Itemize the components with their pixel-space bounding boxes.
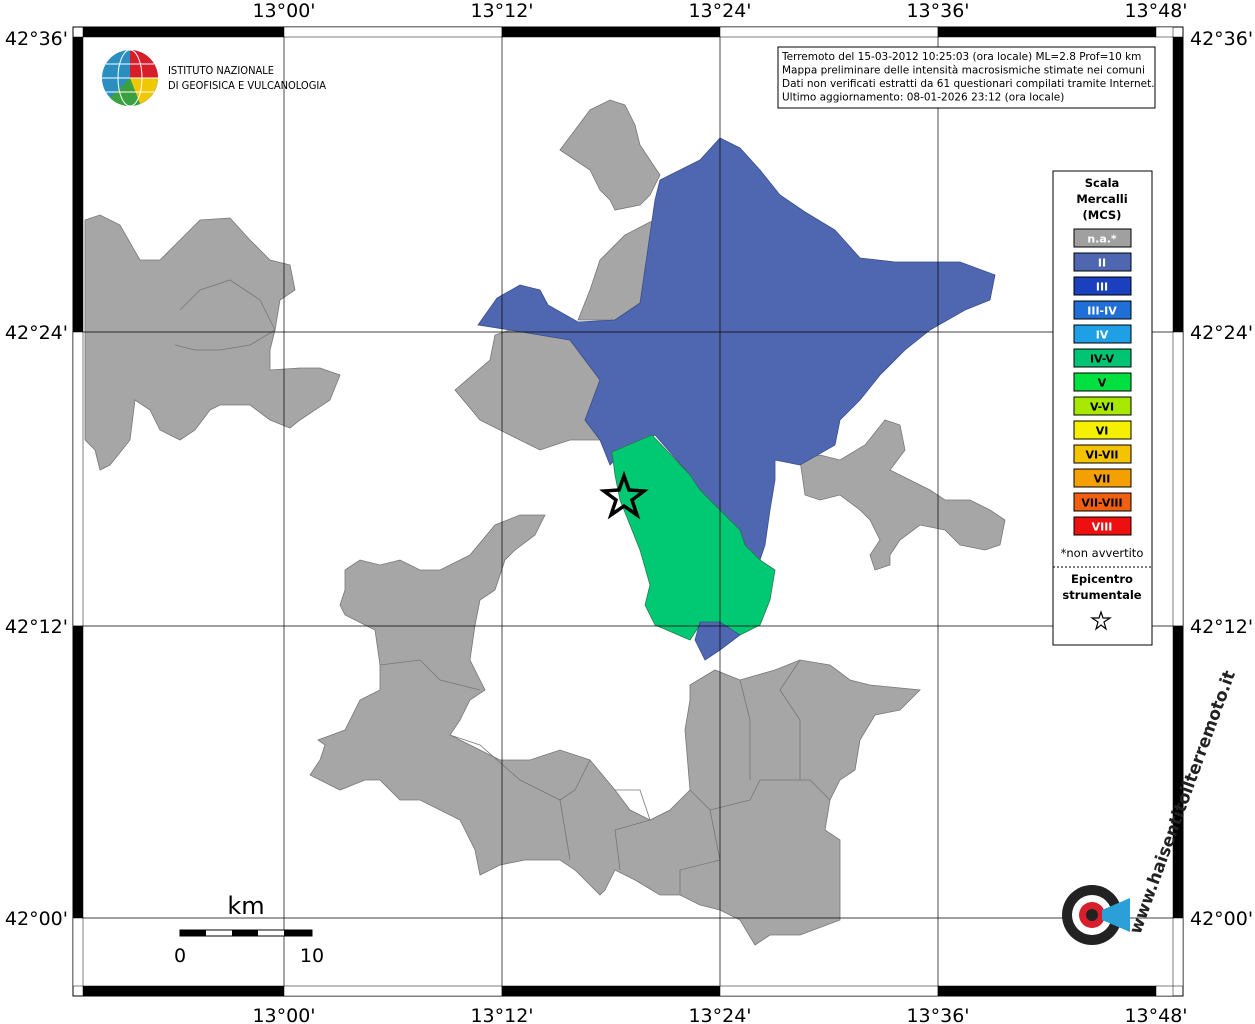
legend-label: V-VI [1090,401,1114,414]
legend-swatch [1073,348,1132,368]
grid [83,37,1173,986]
border-band [501,985,721,997]
legend-title: (MCS) [1083,208,1122,222]
logo-text: ISTITUTO NAZIONALE [168,64,274,77]
border-band [1172,917,1184,987]
legend-swatch [1073,276,1132,296]
longitude-label: 13°12' [470,1005,533,1024]
border-band [1172,331,1184,627]
legend-swatch [1073,468,1132,488]
legend-label: V [1098,377,1107,390]
legend-label: VIII [1092,521,1113,534]
border-band [72,36,84,333]
legend-swatch [1073,252,1132,272]
scale-label: 10 [300,945,324,967]
border-band [1155,985,1174,997]
ingv-logo: ISTITUTO NAZIONALE DI GEOFISICA E VULCAN… [102,49,326,107]
legend-swatch [1073,396,1132,416]
latitude-label: 42°24' [5,322,68,344]
legend-title: Scala [1085,176,1120,190]
latitude-label: 42°00' [1190,908,1253,930]
legend-swatch [1073,300,1132,320]
border-band [283,985,503,997]
legend-note: *non avvertito [1061,546,1144,560]
longitude-label: 13°48' [1124,1005,1187,1024]
border-band [1172,625,1184,919]
legend-swatch [1073,444,1132,464]
border-band [1172,36,1184,333]
info-line: Ultimo aggiornamento: 08-01-2026 23:12 (… [782,92,1064,104]
border-band [719,26,939,38]
border-band [501,26,721,38]
info-text: Terremoto del 15-03-2012 10:25:03 (ora l… [781,51,1155,104]
legend-label: VI-VII [1085,449,1118,462]
longitude-label: 13°24' [688,1005,751,1024]
latitude-label: 42°36' [1190,28,1253,50]
legend-swatch [1073,516,1132,536]
border-band [937,26,1157,38]
legend-label: III [1096,281,1108,294]
border-band [937,985,1157,997]
longitude-label: 13°00' [252,1005,315,1024]
info-line: Mappa preliminare delle intensità macros… [782,65,1145,77]
border-band [72,331,84,627]
legend-swatch [1073,228,1132,248]
legend-swatch [1073,372,1132,392]
municipalities-na [84,99,1006,946]
legend-swatch [1073,420,1132,440]
border-band [82,26,285,38]
latitude-label: 42°36' [5,28,68,50]
scale-unit: km [227,892,264,920]
longitude-label: 13°36' [906,1005,969,1024]
scale-bar: km 0 10 [174,892,324,967]
legend-epicenter: strumentale [1062,588,1141,602]
epicenter-star [599,470,649,520]
legend-title: Mercalli [1076,192,1127,206]
border-band [82,985,285,997]
longitude-label: 13°36' [906,0,969,22]
legend-epicenter: Epicentro [1071,572,1133,586]
legend-label: II [1098,257,1106,270]
longitude-label: 13°12' [470,0,533,22]
latitude-label: 42°12' [5,616,68,638]
legend-swatch [1073,492,1132,512]
intensity-ii-area [477,137,996,561]
legend-label: III-IV [1087,305,1117,318]
legend-label: IV-V [1090,353,1115,366]
legend-label: n.a.* [1087,233,1117,246]
info-line: Dati non verificati estratti da 61 quest… [782,78,1155,90]
legend: ScalaMercalli(MCS)n.a.*IIIIIIII-IVIVIV-V… [1053,176,1152,631]
legend-star [1090,610,1112,631]
latitude-label: 42°24' [1190,322,1253,344]
longitude-label: 13°48' [1124,0,1187,22]
border-band [72,917,84,987]
legend-label: VII-VIII [1081,497,1122,510]
border-band [72,625,84,919]
latitude-label: 42°12' [1190,616,1253,638]
scale-label: 0 [174,945,186,967]
latitude-label: 42°00' [5,908,68,930]
info-box [777,46,1156,109]
legend-label: IV [1096,329,1109,342]
border-band [719,985,939,997]
longitude-label: 13°00' [252,0,315,22]
border [72,26,1184,997]
border-band [283,26,503,38]
border-band [1155,26,1174,38]
info-line: Terremoto del 15-03-2012 10:25:03 (ora l… [781,51,1141,63]
legend-label: VI [1096,425,1109,438]
longitude-label: 13°24' [688,0,751,22]
logo-text: DI GEOFISICA E VULCANOLOGIA [168,79,326,92]
legend-swatch [1073,324,1132,344]
legend-label: VII [1094,473,1111,486]
